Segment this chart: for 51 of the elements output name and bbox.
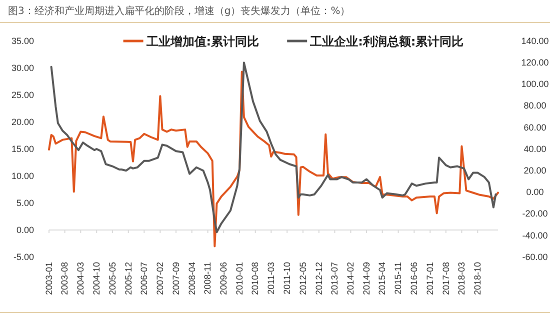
x-tick-label: 2007-02 bbox=[155, 262, 166, 296]
x-tick-label: 2015-11 bbox=[393, 262, 404, 294]
x-tick-label: 2004-10 bbox=[92, 262, 102, 296]
y-tick-label: 25.00 bbox=[11, 90, 34, 100]
y-tick-label: 30.00 bbox=[11, 62, 34, 73]
x-tick-label: 2003-01 bbox=[44, 262, 54, 296]
x-tick-label: 2018-10 bbox=[472, 262, 483, 296]
x-tick-label: 2006-07 bbox=[139, 262, 150, 296]
x-tick-label: 2011-10 bbox=[282, 262, 292, 294]
x-tick-label: 2010-01 bbox=[234, 262, 244, 296]
y2-tick-label: 20.00 bbox=[524, 165, 546, 176]
y-tick-label: 20.00 bbox=[11, 116, 34, 127]
x-tick-label: 2012-12 bbox=[314, 262, 324, 296]
legend-label: 工业增加值:累计同比 bbox=[145, 34, 260, 48]
x-tick-label: 2009-06 bbox=[218, 262, 228, 296]
y-tick-label: 15.00 bbox=[11, 144, 34, 154]
y2-tick-label: 120.00 bbox=[521, 57, 549, 68]
x-tick-label: 2014-09 bbox=[361, 262, 372, 296]
x-tick-label: 2005-05 bbox=[107, 262, 118, 296]
y2-tick-label: 60.00 bbox=[524, 122, 546, 132]
x-tick-label: 2017-08 bbox=[440, 262, 451, 296]
y-tick-label: -5.00 bbox=[13, 252, 34, 262]
chart-title: 图3：经济和产业周期进入扁平化的阶段，增速（g）丧失爆发力（单位：%） bbox=[8, 5, 350, 17]
x-tick-label: 2004-03 bbox=[76, 262, 86, 296]
x-tick-label: 2018-03 bbox=[456, 262, 467, 296]
x-tick-label: 2008-04 bbox=[186, 262, 197, 296]
x-tick-label: 2003-08 bbox=[60, 262, 70, 296]
y2-tick-label: -40.00 bbox=[522, 230, 548, 240]
y2-tick-label: 140.00 bbox=[521, 36, 549, 46]
x-tick-label: 2012-05 bbox=[298, 262, 308, 296]
x-tick-label: 2005-12 bbox=[123, 262, 134, 296]
y2-tick-label: -20.00 bbox=[522, 208, 548, 219]
y-tick-label: 0.00 bbox=[16, 224, 34, 235]
x-tick-label: 2015-04 bbox=[377, 262, 388, 296]
x-tick-label: 2013-07 bbox=[330, 262, 340, 296]
y2-tick-label: 40.00 bbox=[524, 144, 546, 154]
y2-tick-label: 80.00 bbox=[524, 100, 546, 111]
y-tick-label: 10.00 bbox=[11, 170, 34, 181]
y2-tick-label: 100.00 bbox=[521, 79, 549, 90]
x-tick-label: 2016-06 bbox=[409, 262, 420, 296]
x-tick-label: 2017-01 bbox=[424, 262, 435, 296]
x-tick-label: 2014-02 bbox=[346, 262, 356, 296]
y2-tick-label: -60.00 bbox=[522, 252, 548, 262]
y-tick-label: 5.00 bbox=[16, 198, 34, 208]
legend-label: 工业企业:利润总额:累计同比 bbox=[309, 34, 464, 48]
y2-tick-label: 0.00 bbox=[526, 187, 544, 198]
x-tick-label: 2008-11 bbox=[202, 262, 213, 294]
y-tick-label: 35.00 bbox=[11, 36, 34, 46]
x-tick-label: 2007-09 bbox=[170, 262, 181, 296]
x-tick-label: 2010-08 bbox=[250, 262, 260, 296]
x-tick-label: 2011-03 bbox=[266, 262, 276, 294]
